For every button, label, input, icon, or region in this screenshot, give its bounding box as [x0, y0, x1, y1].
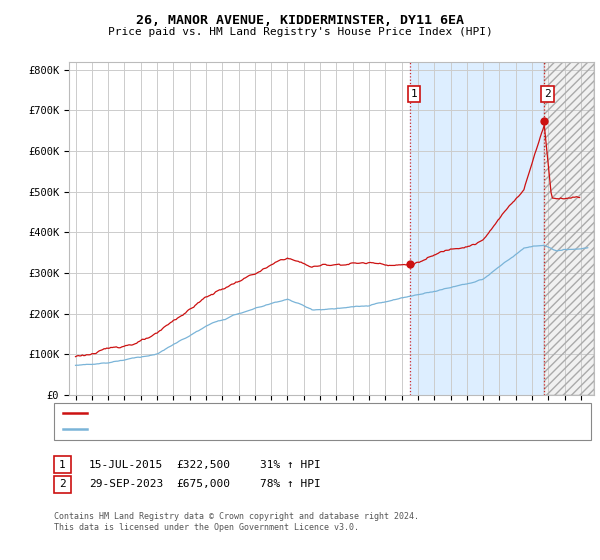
Text: 29-SEP-2023: 29-SEP-2023 [89, 479, 163, 489]
Text: 78% ↑ HPI: 78% ↑ HPI [260, 479, 320, 489]
Text: Contains HM Land Registry data © Crown copyright and database right 2024.
This d: Contains HM Land Registry data © Crown c… [54, 512, 419, 532]
Text: £675,000: £675,000 [176, 479, 230, 489]
Text: 31% ↑ HPI: 31% ↑ HPI [260, 460, 320, 470]
Text: 15-JUL-2015: 15-JUL-2015 [89, 460, 163, 470]
Text: £322,500: £322,500 [176, 460, 230, 470]
Bar [410, 62, 544, 395]
Text: 1: 1 [410, 89, 417, 99]
Text: HPI: Average price, detached house, Wyre Forest: HPI: Average price, detached house, Wyre… [91, 424, 367, 435]
Text: 26, MANOR AVENUE, KIDDERMINSTER, DY11 6EA: 26, MANOR AVENUE, KIDDERMINSTER, DY11 6E… [136, 14, 464, 27]
Text: 2: 2 [544, 89, 551, 99]
Bar [544, 62, 594, 395]
Text: 1: 1 [59, 460, 66, 470]
Text: 26, MANOR AVENUE, KIDDERMINSTER, DY11 6EA (detached house): 26, MANOR AVENUE, KIDDERMINSTER, DY11 6E… [91, 408, 432, 418]
Text: Price paid vs. HM Land Registry's House Price Index (HPI): Price paid vs. HM Land Registry's House … [107, 27, 493, 37]
Text: 2: 2 [59, 479, 66, 489]
Bar [544, 62, 594, 395]
